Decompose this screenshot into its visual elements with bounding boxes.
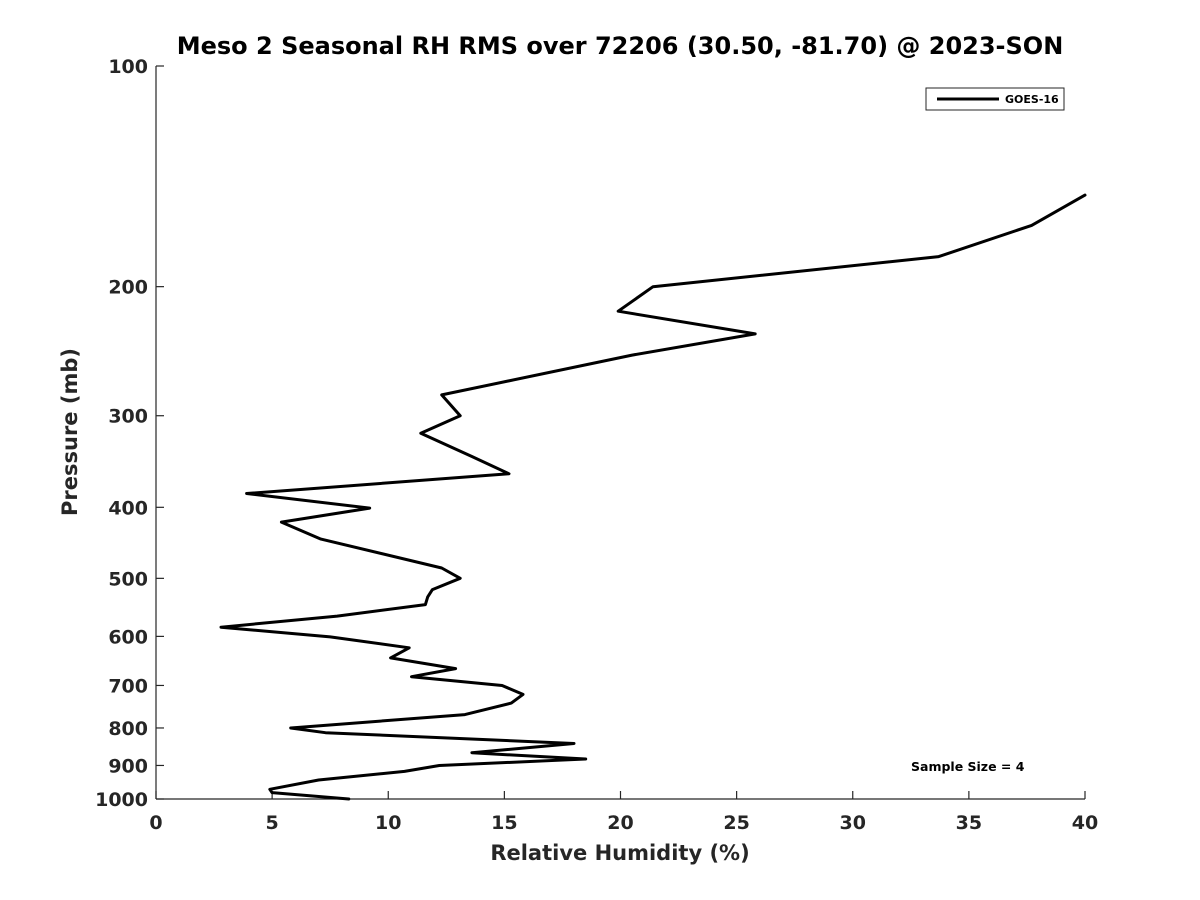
y-tick-label: 400 [108, 497, 148, 519]
chart-title: Meso 2 Seasonal RH RMS over 72206 (30.50… [177, 32, 1064, 60]
y-tick-label: 1000 [95, 789, 148, 811]
x-tick-label: 15 [491, 812, 517, 834]
y-tick-label: 700 [108, 675, 148, 697]
x-tick-label: 35 [956, 812, 982, 834]
x-tick-label: 5 [266, 812, 279, 834]
x-tick-label: 0 [149, 812, 162, 834]
x-axis-label: Relative Humidity (%) [490, 841, 749, 865]
y-axis-ticks: 100 200 300 400 500 600 700 800 900 1000 [95, 56, 164, 811]
x-tick-label: 10 [375, 812, 401, 834]
legend-label-goes16: GOES-16 [1005, 93, 1059, 106]
y-tick-label: 200 [108, 277, 148, 299]
y-tick-label: 100 [108, 56, 148, 78]
x-axis-ticks: 0 5 10 15 20 25 30 35 40 [149, 791, 1098, 834]
x-tick-label: 40 [1072, 812, 1098, 834]
y-tick-label: 900 [108, 755, 148, 777]
sample-size-annotation: Sample Size = 4 [911, 759, 1025, 774]
legend: GOES-16 [925, 87, 1065, 111]
x-tick-label: 30 [840, 812, 866, 834]
series-line-goes16 [219, 193, 1087, 801]
y-axis-label: Pressure (mb) [58, 348, 82, 516]
plot-area: 0 5 10 15 20 25 30 35 40 100 200 300 400 500 600 700 80… [95, 56, 1098, 834]
y-tick-label: 500 [108, 568, 148, 590]
y-tick-label: 300 [108, 406, 148, 428]
x-tick-label: 20 [607, 812, 633, 834]
y-tick-label: 800 [108, 718, 148, 740]
x-tick-label: 25 [723, 812, 749, 834]
y-tick-label: 600 [108, 626, 148, 648]
